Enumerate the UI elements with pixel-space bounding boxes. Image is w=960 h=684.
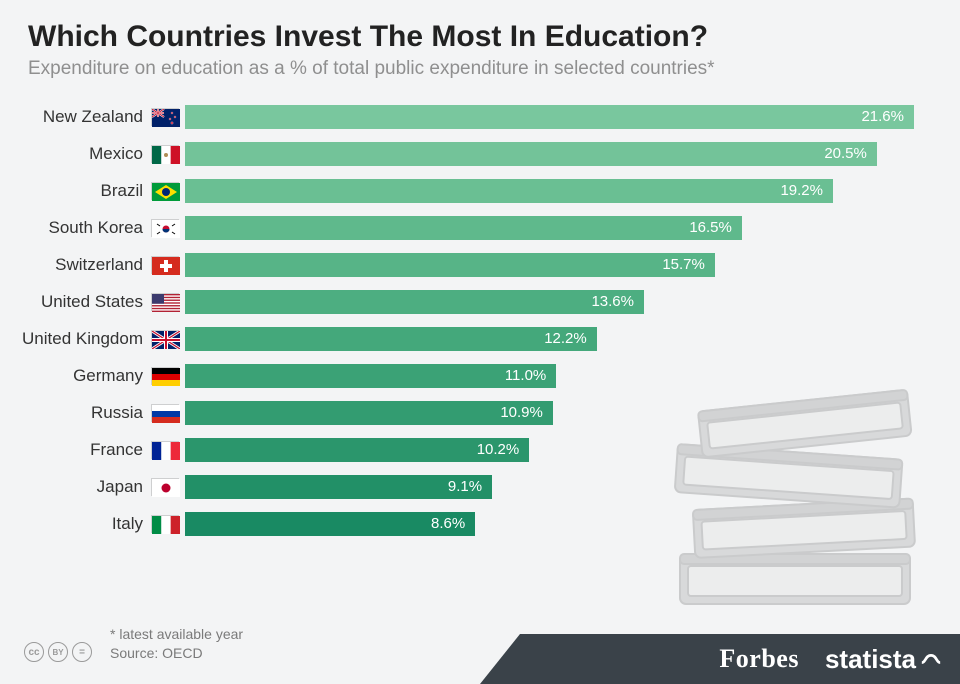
bar-row: New Zealand 21.6% (0, 98, 960, 135)
ru-flag-icon (151, 404, 179, 422)
bar-value: 19.2% (780, 179, 823, 203)
it-flag-icon (151, 515, 179, 533)
bar: 13.6% (185, 290, 644, 314)
bar-track: 13.6% (185, 290, 914, 314)
statista-logo: statista (825, 644, 942, 675)
fr-flag-icon (151, 441, 179, 459)
country-label: Japan (0, 477, 151, 497)
bar-row: France 10.2% (0, 431, 960, 468)
statista-wave-icon (920, 648, 942, 670)
us-flag-icon (151, 293, 179, 311)
cc-by-icon: BY (48, 642, 68, 662)
bar-row: Brazil 19.2% (0, 172, 960, 209)
bar-track: 15.7% (185, 253, 914, 277)
br-flag-icon (151, 182, 179, 200)
bar-track: 10.9% (185, 401, 914, 425)
bar-value: 10.9% (500, 401, 543, 425)
bar-value: 10.2% (477, 438, 520, 462)
cc-icon: cc (24, 642, 44, 662)
country-label: United Kingdom (0, 329, 151, 349)
bar-track: 20.5% (185, 142, 914, 166)
country-label: New Zealand (0, 107, 151, 127)
bar-track: 8.6% (185, 512, 914, 536)
de-flag-icon (151, 367, 179, 385)
gb-flag-icon (151, 330, 179, 348)
statista-text: statista (825, 644, 916, 675)
bar-value: 8.6% (431, 512, 465, 536)
bar-row: South Korea 16.5% (0, 209, 960, 246)
bar: 20.5% (185, 142, 877, 166)
bar-track: 11.0% (185, 364, 914, 388)
bar-row: Mexico 20.5% (0, 135, 960, 172)
country-label: Russia (0, 403, 151, 423)
bar-value: 9.1% (448, 475, 482, 499)
footnote: * latest available year Source: OECD (110, 625, 243, 664)
country-label: United States (0, 292, 151, 312)
bar-value: 21.6% (861, 105, 904, 129)
footnote-line1: * latest available year (110, 625, 243, 645)
forbes-logo: Forbes (719, 644, 799, 674)
bar-track: 19.2% (185, 179, 914, 203)
bar-row: Switzerland 15.7% (0, 246, 960, 283)
bar-value: 12.2% (544, 327, 587, 351)
mx-flag-icon (151, 145, 179, 163)
bar-track: 21.6% (185, 105, 914, 129)
bar-value: 13.6% (591, 290, 634, 314)
bar-track: 16.5% (185, 216, 914, 240)
bar-row: United States 13.6% (0, 283, 960, 320)
bar-track: 12.2% (185, 327, 914, 351)
bar: 9.1% (185, 475, 492, 499)
bar-track: 10.2% (185, 438, 914, 462)
bar: 15.7% (185, 253, 715, 277)
bar-row: Japan 9.1% (0, 468, 960, 505)
infographic-root: Which Countries Invest The Most In Educa… (0, 0, 960, 684)
footer: cc BY = * latest available year Source: … (0, 626, 960, 684)
bar-row: Italy 8.6% (0, 505, 960, 542)
country-label: Italy (0, 514, 151, 534)
country-label: France (0, 440, 151, 460)
cc-nd-icon: = (72, 642, 92, 662)
bar: 19.2% (185, 179, 833, 203)
bar-track: 9.1% (185, 475, 914, 499)
bar-row: Germany 11.0% (0, 357, 960, 394)
country-label: Mexico (0, 144, 151, 164)
cc-license-icon: cc BY = (24, 642, 92, 662)
bar-value: 11.0% (505, 364, 546, 388)
jp-flag-icon (151, 478, 179, 496)
bar: 8.6% (185, 512, 475, 536)
kr-flag-icon (151, 219, 179, 237)
footnote-line2: Source: OECD (110, 644, 243, 664)
country-label: Brazil (0, 181, 151, 201)
nz-flag-icon (151, 108, 179, 126)
bar-row: United Kingdom 12.2% (0, 320, 960, 357)
chart-subtitle: Expenditure on education as a % of total… (0, 58, 960, 94)
brand-bar: Forbes statista (520, 634, 960, 684)
country-label: Switzerland (0, 255, 151, 275)
bar: 11.0% (185, 364, 556, 388)
bar-chart: New Zealand 21.6% Mexico 20.5% Brazil 19.2% So… (0, 94, 960, 542)
bar: 21.6% (185, 105, 914, 129)
bar-value: 16.5% (689, 216, 732, 240)
ch-flag-icon (151, 256, 179, 274)
bar-value: 15.7% (662, 253, 705, 277)
bar-row: Russia 10.9% (0, 394, 960, 431)
country-label: South Korea (0, 218, 151, 238)
bar: 16.5% (185, 216, 742, 240)
bar: 12.2% (185, 327, 597, 351)
country-label: Germany (0, 366, 151, 386)
chart-title: Which Countries Invest The Most In Educa… (0, 0, 960, 58)
bar: 10.9% (185, 401, 553, 425)
bar: 10.2% (185, 438, 529, 462)
bar-value: 20.5% (824, 142, 867, 166)
